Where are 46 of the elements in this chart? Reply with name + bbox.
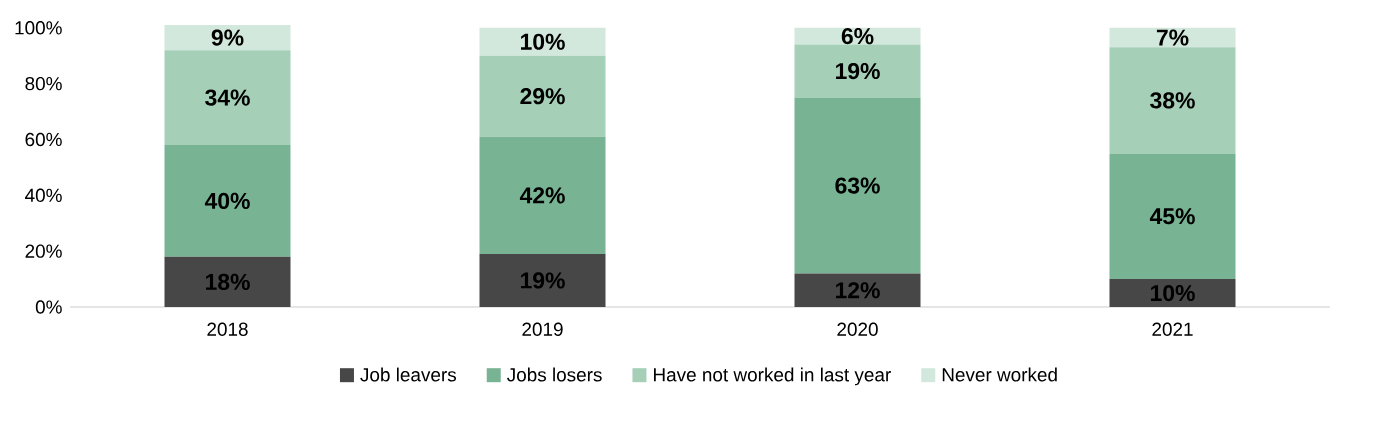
data-label: 63% bbox=[835, 177, 880, 194]
bar bbox=[479, 55, 606, 137]
bar bbox=[794, 97, 921, 274]
legend-label: Have not worked in last year bbox=[654, 367, 891, 386]
legend-label: Never worked bbox=[942, 367, 1057, 382]
bar bbox=[1109, 47, 1236, 154]
bar bbox=[794, 44, 921, 98]
data-label: 34% bbox=[205, 89, 250, 106]
y-tick-label: 80% bbox=[25, 76, 62, 91]
x-tick-label: 2021 bbox=[1152, 322, 1193, 336]
data-label: 38% bbox=[1150, 92, 1195, 109]
data-label: 18% bbox=[206, 273, 250, 290]
bar bbox=[479, 27, 606, 56]
data-label: 12% bbox=[836, 282, 880, 299]
x-tick-label: 2019 bbox=[522, 322, 563, 336]
bar bbox=[164, 50, 291, 146]
x-tick-label: 2018 bbox=[207, 322, 248, 336]
data-label: 29% bbox=[520, 88, 565, 105]
bar bbox=[164, 25, 291, 51]
bar bbox=[1109, 27, 1236, 48]
y-tick-label: 0% bbox=[35, 300, 62, 314]
bar bbox=[164, 145, 291, 257]
y-tick-label: 40% bbox=[25, 188, 62, 203]
data-label: 19% bbox=[521, 272, 565, 289]
bar bbox=[479, 253, 606, 307]
data-label: 42% bbox=[519, 187, 565, 204]
legend-label: Jobs losers bbox=[507, 367, 602, 382]
bar bbox=[164, 256, 291, 307]
data-label: 10% bbox=[521, 33, 565, 50]
data-label: 6% bbox=[841, 28, 874, 45]
data-label: 19% bbox=[836, 62, 880, 80]
bar bbox=[1109, 279, 1236, 307]
data-label: 10% bbox=[1151, 284, 1195, 302]
bar bbox=[794, 273, 921, 307]
legend-label: Job leavers bbox=[360, 367, 457, 382]
bar bbox=[479, 136, 606, 254]
y-tick-label: 60% bbox=[25, 132, 62, 147]
data-label: 40% bbox=[204, 192, 250, 209]
y-tick-label: 100% bbox=[15, 21, 62, 35]
bar bbox=[1109, 153, 1236, 280]
y-tick-label: 20% bbox=[25, 244, 62, 258]
data-label: 7% bbox=[1156, 29, 1189, 46]
data-label: 45% bbox=[1149, 208, 1195, 225]
bar bbox=[794, 27, 921, 45]
x-tick-label: 2020 bbox=[837, 322, 878, 336]
data-label: 9% bbox=[211, 29, 244, 46]
